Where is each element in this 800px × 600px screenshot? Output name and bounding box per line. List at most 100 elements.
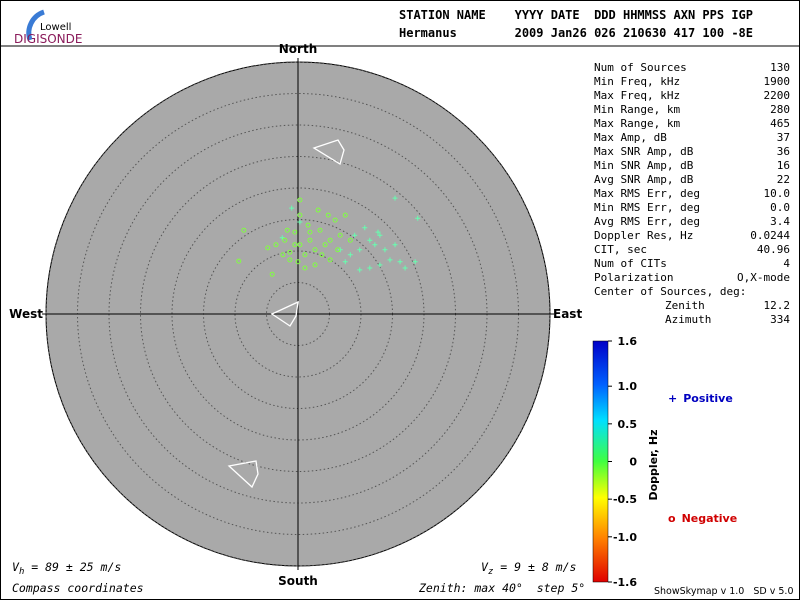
source-circle — [305, 222, 311, 228]
source-circle — [297, 197, 303, 203]
center-title: Center of Sources, deg: — [594, 285, 746, 298]
zenith-text: Zenith: max 40° step 5° — [418, 581, 585, 595]
source-circle — [236, 258, 242, 264]
stat-value: 10.0 — [764, 187, 791, 200]
compass-west: West — [9, 307, 43, 321]
vh-symbol: V — [12, 560, 20, 574]
source-plus — [357, 267, 363, 273]
center-value: 334 — [770, 313, 790, 326]
source-plus — [342, 259, 348, 265]
source-circle — [302, 252, 308, 258]
stat-label: Min SNR Amp, dB — [594, 159, 694, 172]
stat-value: 2200 — [764, 89, 791, 102]
legend-label: Negative — [682, 512, 738, 525]
stat-value: 0.0244 — [750, 229, 790, 242]
colorbar-tick-label: -1.0 — [613, 531, 637, 544]
legend-entry: + Positive — [668, 392, 733, 405]
source-circle — [292, 242, 298, 248]
vh-subscript: h — [19, 567, 24, 577]
source-circle — [297, 242, 303, 248]
source-circle — [332, 217, 338, 223]
source-circle — [325, 212, 331, 218]
colorbar-tick-label: 1.0 — [618, 380, 638, 393]
vh-text: Vh = 89 ± 25 m/s — [12, 560, 121, 577]
arrow-shape — [270, 300, 299, 327]
stats-panel: Num of Sources 130 Min Freq, kHz 1900 Max Fr… — [594, 61, 790, 326]
colorbar-tick-label: -1.6 — [613, 576, 637, 589]
compass-south: South — [278, 574, 318, 588]
source-circle — [273, 242, 279, 248]
source-circle — [297, 212, 303, 218]
source-circle — [317, 227, 323, 233]
source-circle — [307, 229, 313, 235]
source-circle — [315, 207, 321, 213]
stat-label: Max Freq, kHz — [594, 89, 680, 102]
source-circle — [312, 247, 318, 253]
source-circle — [269, 271, 275, 277]
colorbar-tick-label: 0.5 — [618, 418, 638, 431]
arrow-shape — [227, 460, 259, 489]
source-circle — [307, 237, 313, 243]
vz-text: Vz = 9 ± 8 m/s — [481, 560, 577, 577]
source-plus — [279, 235, 285, 241]
stat-value: 280 — [770, 103, 790, 116]
stat-label: Min RMS Err, deg — [594, 201, 700, 214]
logo-swoosh — [26, 9, 45, 41]
source-plus — [415, 215, 421, 221]
colorbar-tick-label: 1.6 — [618, 335, 638, 348]
source-plus — [387, 257, 393, 263]
source-circle — [322, 242, 328, 248]
logo-top: Lowell — [40, 22, 71, 33]
source-circle — [347, 237, 353, 243]
colorbar-tick-label: -0.5 — [613, 493, 637, 506]
source-plus — [357, 247, 363, 253]
source-circle — [280, 252, 286, 258]
stat-value: 16 — [777, 159, 790, 172]
stat-value: 0.0 — [770, 201, 790, 214]
vz-subscript: z — [488, 567, 493, 577]
colorbar-label: Doppler, Hz — [647, 429, 660, 500]
colorbar: 1.6 1.0 0.5 0 -0.5 -1.0 -1.6 Doppler, Hz — [592, 335, 660, 589]
stat-value: 37 — [777, 131, 790, 144]
header-columns: STATION NAME YYYY DATE DDD HHMMSS AXN PP… — [399, 8, 753, 22]
source-circle — [312, 262, 318, 268]
stat-label: Num of CITs — [594, 257, 667, 270]
vz-symbol: V — [481, 560, 489, 574]
stat-label: Min Range, km — [594, 103, 680, 116]
stat-label: CIT, sec — [594, 243, 647, 256]
stat-value: 22 — [777, 173, 790, 186]
plot: North South East West + Positive o Negative — [9, 42, 737, 588]
stat-value: 4 — [783, 257, 790, 270]
stat-value: O,X-mode — [737, 271, 790, 284]
source-plus — [289, 205, 295, 211]
legend-marker: o — [668, 512, 676, 525]
source-plus — [377, 232, 383, 238]
logo-bottom: DIGISONDE — [14, 32, 82, 46]
source-circle — [241, 227, 247, 233]
vz-value: = 9 ± 8 m/s — [493, 560, 576, 574]
colorbar-tick-label: 0 — [629, 456, 637, 469]
source-circle — [335, 247, 341, 253]
source-circle — [319, 252, 325, 258]
source-circle — [295, 259, 301, 265]
source-plus — [347, 252, 353, 258]
stat-label: Avg RMS Err, deg — [594, 215, 700, 228]
legend-label: Positive — [683, 392, 733, 405]
source-plus — [397, 259, 403, 265]
stat-value: 40.96 — [757, 243, 790, 256]
source-plus — [367, 265, 373, 271]
source-circle — [327, 237, 333, 243]
source-circle — [282, 237, 288, 243]
source-circle — [302, 265, 308, 271]
source-plus — [375, 229, 381, 235]
source-circle — [337, 232, 343, 238]
source-plus — [402, 265, 408, 271]
source-plus — [392, 242, 398, 248]
compass-east: East — [553, 307, 582, 321]
source-plus — [372, 242, 378, 248]
source-plus — [337, 247, 343, 253]
stat-value: 130 — [770, 61, 790, 74]
source-circle — [292, 229, 298, 235]
source-plus — [297, 219, 303, 225]
stat-label: Max RMS Err, deg — [594, 187, 700, 200]
